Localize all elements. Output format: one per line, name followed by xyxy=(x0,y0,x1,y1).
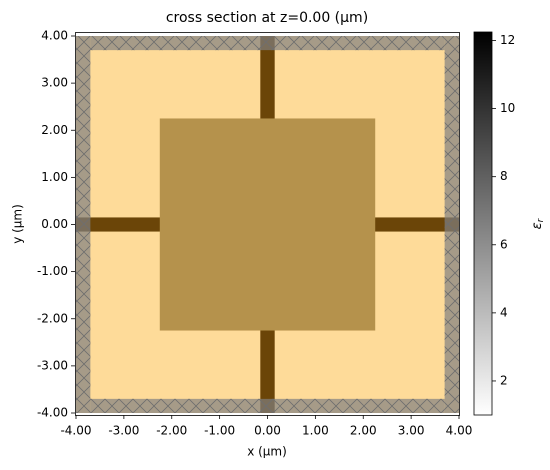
y-tick-label: -3.00 xyxy=(37,358,68,372)
chart-title: cross section at z=0.00 (μm) xyxy=(166,10,368,26)
colorbar-label: εr xyxy=(530,217,546,229)
structure xyxy=(159,118,376,331)
x-tick-label: 0.00 xyxy=(254,424,281,438)
y-tick-label: -1.00 xyxy=(37,264,68,278)
pml-hatch xyxy=(90,398,445,413)
y-tick-label: -4.00 xyxy=(37,406,68,420)
y-axis-label: y (μm) xyxy=(11,204,25,244)
x-tick-label: -3.00 xyxy=(108,424,139,438)
y-tick-label: -2.00 xyxy=(37,311,68,325)
x-tick-label: -2.00 xyxy=(156,424,187,438)
x-tick-label: 3.00 xyxy=(398,424,425,438)
colorbar-tick-label: 8 xyxy=(500,169,508,183)
colorbar xyxy=(473,31,493,416)
y-tick-label: 0.00 xyxy=(41,217,68,231)
colorbar-tick-label: 4 xyxy=(500,305,508,319)
pml-hatch xyxy=(444,36,459,413)
colorbar-tick-label: 10 xyxy=(500,101,515,115)
pml-hatch xyxy=(90,36,445,51)
x-tick-label: 1.00 xyxy=(302,424,329,438)
x-tick-label: -4.00 xyxy=(60,424,91,438)
colorbar-tick-label: 2 xyxy=(500,373,508,387)
colorbar-tick-label: 12 xyxy=(500,33,515,47)
colorbar-tick-label: 6 xyxy=(500,237,508,251)
x-tick-label: -1.00 xyxy=(204,424,235,438)
x-tick-label: 4.00 xyxy=(446,424,473,438)
y-tick-label: 2.00 xyxy=(41,123,68,137)
colorbar-subscript: r xyxy=(536,217,546,222)
plot-area xyxy=(76,36,459,413)
x-axis-label: x (μm) xyxy=(247,445,287,459)
y-tick-label: 3.00 xyxy=(41,76,68,90)
x-tick-label: 2.00 xyxy=(350,424,377,438)
y-tick-label: 4.00 xyxy=(41,29,68,43)
y-tick-label: 1.00 xyxy=(41,170,68,184)
pml-hatch xyxy=(76,36,91,413)
colorbar-symbol: ε xyxy=(530,222,545,229)
